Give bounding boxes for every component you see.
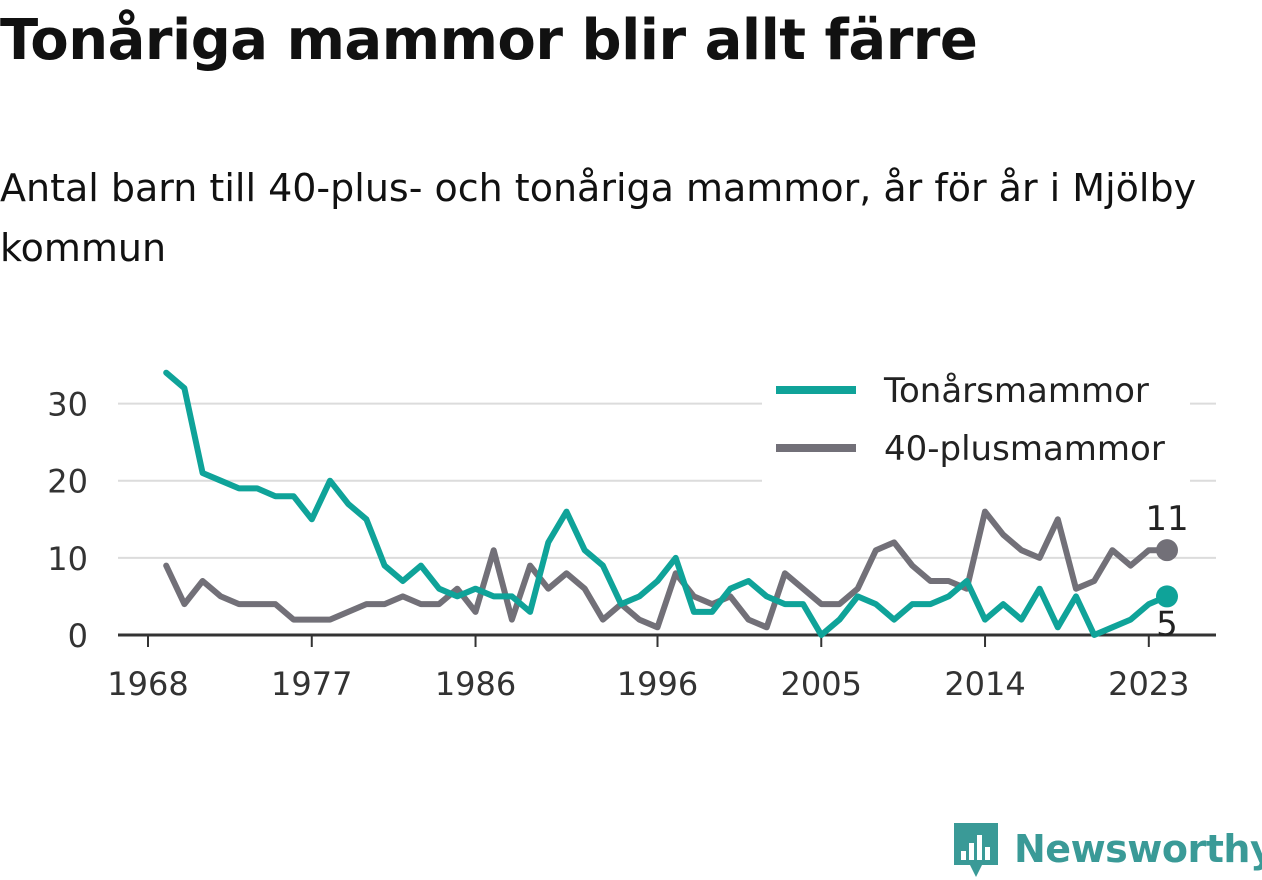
- y-tick-label: 30: [47, 386, 88, 424]
- x-tick-label: 2005: [781, 665, 862, 703]
- x-tick-label: 2014: [944, 665, 1025, 703]
- newsworthy-logo-icon: [954, 823, 998, 877]
- x-tick-label: 1977: [271, 665, 352, 703]
- x-tick-label: 1968: [107, 665, 188, 703]
- end-point-marker: [1156, 539, 1178, 562]
- x-tick-label: 1986: [435, 665, 516, 703]
- brand-logo: Newsworthy: [952, 818, 1262, 880]
- legend-label: Tonårsmammor: [883, 371, 1149, 411]
- end-value-label: 11: [1145, 499, 1188, 539]
- x-tick-label: 1996: [617, 665, 698, 703]
- y-tick-label: 20: [47, 463, 88, 501]
- x-tick-label: 2023: [1108, 665, 1189, 703]
- legend-box: [762, 362, 1190, 482]
- y-tick-label: 10: [47, 540, 88, 578]
- series-line: [163, 508, 1170, 631]
- y-tick-label: 0: [68, 617, 88, 655]
- legend-label: 40-plusmammor: [884, 429, 1165, 469]
- series-line: [163, 369, 1170, 638]
- chart-title: Tonåriga mammor blir allt färre: [0, 8, 978, 73]
- chart-subtitle: Antal barn till 40-plus- och tonåriga ma…: [0, 166, 1197, 270]
- brand-name: Newsworthy: [1014, 827, 1262, 871]
- end-value-label: 5: [1156, 604, 1178, 644]
- end-point-marker: [1156, 585, 1178, 608]
